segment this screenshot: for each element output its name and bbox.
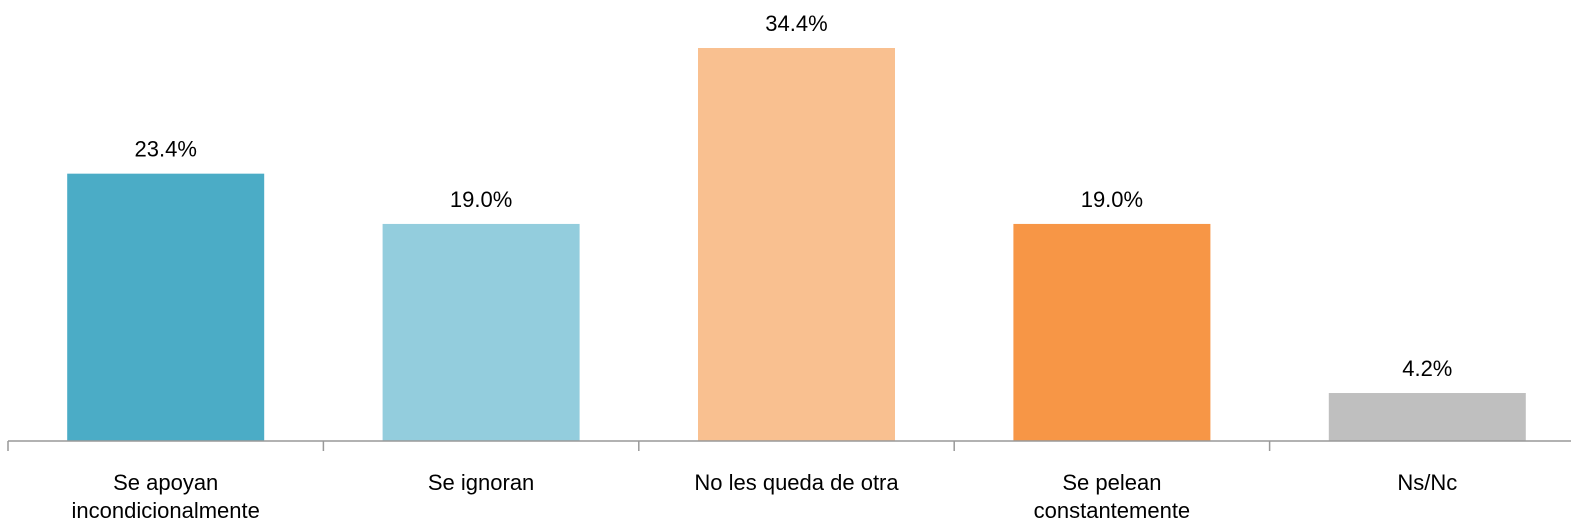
bar-value-label: 23.4%: [135, 137, 197, 162]
bar: [698, 48, 895, 441]
bar-value-label: 34.4%: [765, 11, 827, 36]
category-labels-group: Se apoyan incondicionalmente Se ignoran No …: [72, 470, 1458, 523]
category-label: Ns/Nc: [1397, 470, 1457, 495]
bar-value-label: 19.0%: [1081, 187, 1143, 212]
x-axis-ticks: [7, 441, 1271, 451]
bar: [67, 173, 265, 441]
bar: [1328, 393, 1526, 441]
category-label: Se pelean: [1062, 470, 1161, 495]
category-label: constantemente: [1034, 498, 1191, 523]
category-label: Se ignoran: [428, 470, 534, 495]
bar-value-label: 4.2%: [1402, 356, 1452, 381]
category-label: incondicionalmente: [72, 498, 260, 523]
bars-group: [67, 48, 1526, 441]
bar-value-label: 19.0%: [450, 187, 512, 212]
value-labels-group: 23.4% 19.0% 34.4% 19.0% 4.2%: [135, 11, 1453, 381]
bar: [382, 223, 580, 441]
category-label: No les queda de otra: [694, 470, 899, 495]
category-label: Se apoyan: [113, 470, 218, 495]
bar: [1013, 223, 1211, 441]
